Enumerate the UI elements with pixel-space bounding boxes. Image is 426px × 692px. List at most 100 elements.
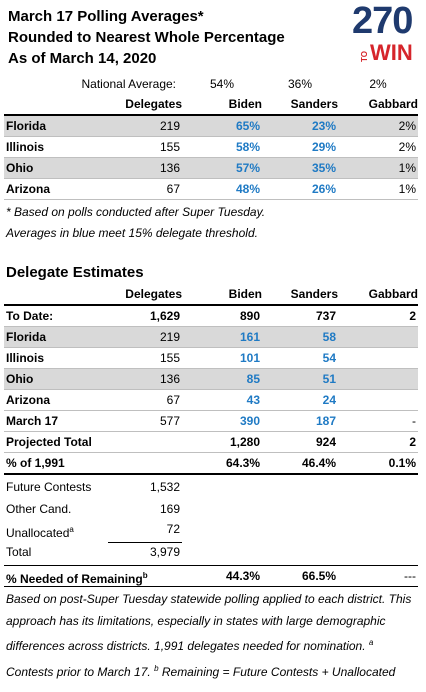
footnote-sup: a <box>368 638 374 647</box>
cell: 2 <box>409 309 416 323</box>
state-row: Florida 219 65% 23% 2% <box>4 116 418 137</box>
estimate-row: Illinois 155 101 54 <box>4 348 418 369</box>
row-label-text: Other Cand. <box>6 501 72 516</box>
estimate-row: Arizona 67 43 24 <box>4 390 418 411</box>
cell: 29% <box>311 140 336 154</box>
column-header: Sanders <box>290 97 338 111</box>
remaining-row: Total 3,979 <box>4 542 418 564</box>
state-label: Illinois <box>6 140 45 154</box>
cell: 85 <box>246 372 260 386</box>
row-label: March 17 <box>4 411 112 431</box>
cell <box>338 390 418 410</box>
cell: 390 <box>239 414 260 428</box>
cell: 26% <box>311 182 336 196</box>
row-label-sup: a <box>69 525 74 534</box>
row-label: Future Contests <box>4 477 112 499</box>
cell: 57% <box>235 161 260 175</box>
cell: 67 <box>166 182 180 196</box>
row-label-text: % Needed of Remaining <box>6 572 143 586</box>
estimate-row: Projected Total 1,280 924 2 <box>4 432 418 453</box>
cell: 54 <box>322 351 336 365</box>
title-line: Rounded to Nearest Whole Percentage <box>8 29 285 46</box>
row-label: Florida <box>4 327 112 347</box>
footnote-sup: b <box>154 663 159 673</box>
state-label: Arizona <box>6 182 51 196</box>
row-label-sup: b <box>142 571 148 580</box>
cell: 67 <box>166 393 180 407</box>
cell <box>338 348 418 368</box>
row-label: Other Cand. <box>4 499 112 521</box>
logo-win: WIN <box>370 40 413 65</box>
row-label-text: Ohio <box>6 372 34 386</box>
cell: 2% <box>398 119 416 133</box>
row-label-text: Projected Total <box>6 435 92 449</box>
column-header: Gabbard <box>368 287 418 301</box>
title-block: March 17 Polling Averages* Rounded to Nea… <box>8 6 285 69</box>
state-row: Illinois 155 58% 29% 2% <box>4 137 418 158</box>
column-header: Biden <box>228 97 262 111</box>
cell: 1% <box>398 182 416 196</box>
cell: 3,979 <box>149 544 180 559</box>
row-label: Illinois <box>4 348 112 368</box>
row-label: Ohio <box>4 369 112 389</box>
national-average-label: National Average: <box>81 77 176 91</box>
estimate-row: March 17 577 390 187 - <box>4 411 418 432</box>
cell <box>112 453 182 473</box>
cell: 1,629 <box>149 309 180 323</box>
cell: 72 <box>108 520 182 543</box>
row-label: % Needed of Remainingb <box>4 566 148 589</box>
cell: 1,280 <box>229 435 260 449</box>
row-label-text: Total <box>6 544 32 559</box>
cell <box>338 369 418 389</box>
row-label-text: March 17 <box>6 414 59 428</box>
cell: 58 <box>322 330 336 344</box>
column-header: Delegates <box>125 287 182 301</box>
title-line: As of March 14, 2020 <box>8 50 157 67</box>
cell: 64.3% <box>225 456 260 470</box>
cell: 187 <box>315 414 336 428</box>
needed-row: % Needed of Remainingb 44.3% 66.5% --- <box>4 565 418 586</box>
estimates-table: Delegate Estimates Delegates Biden Sanders G… <box>4 262 418 683</box>
state-row: Ohio 136 57% 35% 1% <box>4 158 418 179</box>
estimate-row: To Date: 1,629 890 737 2 <box>4 306 418 327</box>
row-label: Projected Total <box>4 432 112 452</box>
row-label-text: % of 1,991 <box>6 456 65 470</box>
national-average-value: 54% <box>209 77 235 91</box>
cell: 136 <box>159 161 180 175</box>
row-label-text: Florida <box>6 330 47 344</box>
section-title: Delegate Estimates <box>6 264 144 281</box>
estimate-row: Florida 219 161 58 <box>4 327 418 348</box>
cell: 2 <box>409 435 416 449</box>
row-label-text: Future Contests <box>6 480 92 494</box>
header-row: Delegates Biden Sanders Gabbard <box>4 284 418 306</box>
logo-to: TO <box>360 51 369 62</box>
cell: 35% <box>311 161 336 175</box>
cell: 58% <box>235 140 260 154</box>
row-label-text: Unallocated <box>6 526 70 540</box>
state-label: Ohio <box>6 161 34 175</box>
cell: 1% <box>398 161 416 175</box>
cell <box>112 432 182 452</box>
column-header: Sanders <box>290 287 338 301</box>
cell: 577 <box>159 414 180 428</box>
cell: 46.4% <box>301 456 336 470</box>
row-label: Arizona <box>4 390 112 410</box>
column-header: Biden <box>228 287 262 301</box>
cell: - <box>412 414 416 428</box>
national-average-row: National Average: 54% 36% 2% <box>4 74 418 94</box>
cell: 737 <box>315 309 336 323</box>
note: Averages in blue meet 15% delegate thres… <box>6 226 258 240</box>
header-spacer <box>4 284 112 304</box>
row-label: To Date: <box>4 306 112 326</box>
row-label-text: To Date: <box>6 309 54 323</box>
header-spacer <box>4 94 112 114</box>
polling-table: National Average: 54% 36% 2% Delegates Biden S… <box>4 74 418 244</box>
cell: 890 <box>239 309 260 323</box>
row-label-text: Arizona <box>6 393 51 407</box>
remaining-row: Unallocateda 72 <box>4 520 418 543</box>
national-average-value: 2% <box>369 77 387 91</box>
cell: --- <box>404 569 416 583</box>
footnote: Based on post-Super Tuesday statewide po… <box>4 586 418 683</box>
cell: 924 <box>315 435 336 449</box>
